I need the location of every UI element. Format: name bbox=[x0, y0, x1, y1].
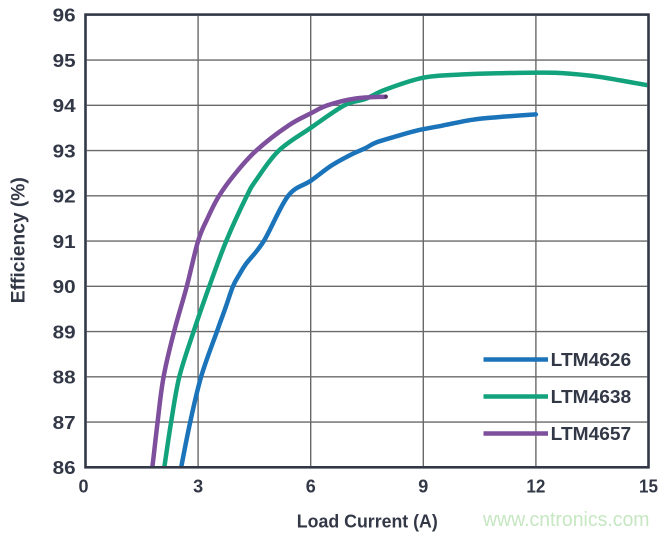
svg-text:LTM4657: LTM4657 bbox=[551, 424, 632, 444]
svg-text:9: 9 bbox=[418, 476, 428, 496]
svg-text:LTM4638: LTM4638 bbox=[551, 387, 632, 407]
svg-text:95: 95 bbox=[53, 51, 76, 71]
svg-text:www.cntronics.com: www.cntronics.com bbox=[482, 509, 649, 531]
svg-text:6: 6 bbox=[306, 476, 316, 496]
svg-text:0: 0 bbox=[78, 476, 88, 496]
svg-text:91: 91 bbox=[53, 232, 76, 252]
svg-text:3: 3 bbox=[193, 476, 203, 496]
svg-text:87: 87 bbox=[53, 413, 76, 433]
svg-text:Load Current (A): Load Current (A) bbox=[297, 512, 438, 532]
svg-text:90: 90 bbox=[53, 277, 76, 297]
svg-text:88: 88 bbox=[53, 368, 76, 388]
svg-text:15: 15 bbox=[639, 476, 658, 496]
svg-text:86: 86 bbox=[53, 458, 76, 478]
svg-text:89: 89 bbox=[53, 322, 76, 342]
svg-text:93: 93 bbox=[53, 141, 76, 161]
svg-text:12: 12 bbox=[526, 476, 545, 496]
svg-text:96: 96 bbox=[53, 6, 76, 26]
svg-text:Efficiency (%): Efficiency (%) bbox=[8, 177, 29, 303]
svg-text:94: 94 bbox=[53, 96, 76, 116]
svg-text:LTM4626: LTM4626 bbox=[551, 350, 632, 370]
svg-text:92: 92 bbox=[53, 187, 76, 207]
